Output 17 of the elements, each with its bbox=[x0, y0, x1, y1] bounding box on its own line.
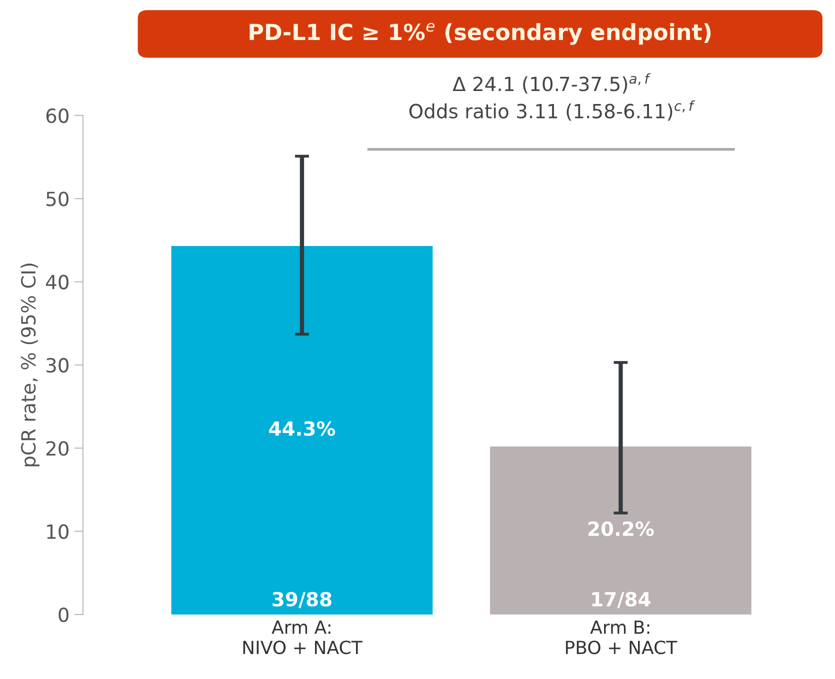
y-axis-title: pCR rate, % (95% CI) bbox=[20, 264, 40, 466]
data-label: 44.3% bbox=[269, 421, 336, 436]
annotation: Odds ratio 3.11 (1.58-6.11)$^{c,f}$ bbox=[409, 100, 695, 121]
x-tick-label: Arm A: NIVO + NACT bbox=[243, 620, 362, 654]
y-tick-label: 60 bbox=[46, 108, 68, 124]
y-tick-label: 0 bbox=[58, 607, 68, 622]
x-tick-label: Arm B: PBO + NACT bbox=[566, 620, 678, 654]
y-tick-label: 40 bbox=[46, 274, 68, 290]
y-tick-label: 50 bbox=[46, 192, 68, 206]
annotation: 17/84 bbox=[592, 592, 650, 608]
chart-title: PD-L1 IC ≥ 1%$^{e}$ (secondary endpoint) bbox=[250, 22, 711, 45]
y-tick-label: 10 bbox=[47, 524, 68, 539]
y-tick-label: 20 bbox=[46, 441, 68, 456]
data-label: 20.2% bbox=[588, 521, 654, 536]
annotation: 39/88 bbox=[272, 592, 332, 608]
y-tick-label: 30 bbox=[46, 358, 68, 373]
text: Δ 24.1 (10.7-37.5)$^{a,f}$ bbox=[452, 73, 651, 94]
